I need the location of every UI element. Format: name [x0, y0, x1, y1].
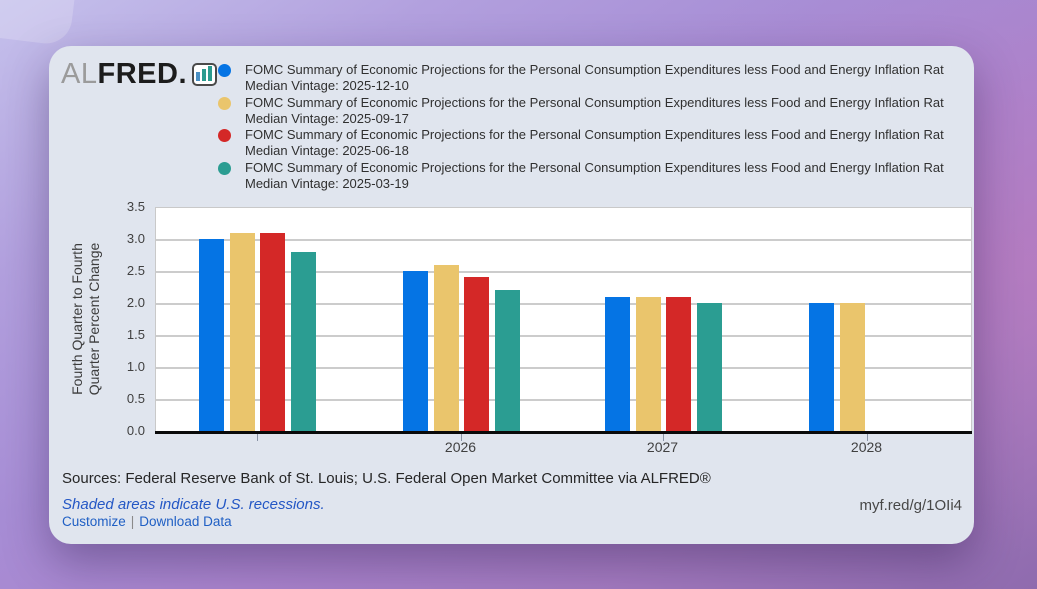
bar-2027-vintage-2025-09-17[interactable]: [635, 296, 661, 431]
y-tick-label-3.5: 3.5: [126, 199, 145, 214]
y-tick-label-0.0: 0.0: [126, 423, 145, 438]
bar-2027-vintage-2025-06-18[interactable]: [666, 296, 691, 431]
logo-dot: .: [178, 58, 187, 90]
bar-2026-vintage-2025-06-18[interactable]: [464, 277, 489, 431]
x-tick-mark-2025: [256, 434, 258, 441]
x-axis-line: [155, 431, 972, 434]
chart-legend: FOMC Summary of Economic Projections for…: [218, 62, 974, 192]
bar-2025-vintage-2025-12-10[interactable]: [199, 239, 224, 431]
recession-note: Shaded areas indicate U.S. recessions.: [62, 496, 325, 513]
download-data-link[interactable]: Download Data: [139, 514, 232, 529]
y-tick-label-2.0: 2.0: [126, 295, 145, 310]
legend-item-3: FOMC Summary of Economic Projections for…: [218, 160, 974, 193]
y-tick-label-1.5: 1.5: [126, 327, 145, 342]
y-tick-label-0.5: 0.5: [126, 391, 145, 406]
background-window-corner: [0, 0, 79, 47]
legend-bullet-icon: [218, 64, 231, 77]
bar-2028-vintage-2025-09-17[interactable]: [839, 303, 865, 431]
legend-item-1: FOMC Summary of Economic Projections for…: [218, 95, 974, 128]
bar-2027-vintage-2025-12-10[interactable]: [605, 296, 630, 431]
x-tick-mark-2026: [460, 434, 462, 441]
footer-links: Customize | Download Data: [57, 514, 237, 529]
legend-bullet-icon: [218, 96, 231, 110]
legend-series-vintage: Median Vintage: 2025-12-10: [245, 78, 409, 94]
gridline-2.0: [156, 303, 971, 305]
legend-series-title: FOMC Summary of Economic Projections for…: [245, 62, 944, 77]
gridline-1.5: [156, 335, 971, 337]
bar-2028-vintage-2025-12-10[interactable]: [809, 303, 834, 431]
fred-bar-chart-icon: [191, 63, 217, 86]
legend-series-vintage: Median Vintage: 2025-03-19: [245, 176, 409, 192]
x-tick-label-2028: 2028: [850, 439, 883, 455]
legend-bullet-icon: [218, 161, 231, 175]
x-tick-label-2026: 2026: [444, 439, 477, 455]
gridline-2.5: [156, 271, 971, 273]
y-tick-label-2.5: 2.5: [126, 263, 145, 278]
bar-2026-vintage-2025-03-19[interactable]: [494, 290, 520, 431]
logo-text-al: AL: [61, 58, 98, 90]
alfred-chart-card: AL FRED. FOMC Summary of Economic Project…: [49, 46, 974, 544]
legend-series-title: FOMC Summary of Economic Projections for…: [245, 94, 944, 110]
y-tick-label-1.0: 1.0: [126, 359, 145, 374]
link-separator: |: [130, 514, 135, 529]
legend-item-0: FOMC Summary of Economic Projections for…: [218, 62, 974, 95]
bar-2027-vintage-2025-03-19[interactable]: [696, 303, 722, 431]
x-tick-label-2027: 2027: [646, 439, 679, 455]
legend-item-2: FOMC Summary of Economic Projections for…: [218, 127, 974, 160]
plot-area: [155, 207, 972, 434]
bar-2025-vintage-2025-03-19[interactable]: [290, 251, 316, 431]
legend-series-vintage: Median Vintage: 2025-06-18: [245, 143, 409, 159]
bar-2026-vintage-2025-12-10[interactable]: [403, 271, 428, 431]
alfred-logo[interactable]: AL FRED.: [61, 58, 217, 91]
legend-series-vintage: Median Vintage: 2025-09-17: [245, 110, 409, 126]
bar-2026-vintage-2025-09-17[interactable]: [433, 264, 459, 431]
y-axis-title-line1: Fourth Quarter to Fourth: [69, 243, 85, 395]
x-tick-mark-2028: [866, 434, 868, 441]
legend-bullet-icon: [218, 129, 231, 143]
bar-2025-vintage-2025-06-18[interactable]: [260, 232, 285, 431]
logo-text-fred: FRED: [97, 58, 179, 90]
short-url-text: myf.red/g/1OIi4: [859, 497, 962, 514]
sources-text: Sources: Federal Reserve Bank of St. Lou…: [62, 470, 711, 487]
x-tick-mark-2027: [662, 434, 664, 441]
bar-2025-vintage-2025-09-17[interactable]: [229, 232, 255, 431]
gridline-1.0: [156, 367, 971, 369]
y-tick-label-3.0: 3.0: [126, 231, 145, 246]
customize-link[interactable]: Customize: [62, 514, 126, 529]
gridline-0.5: [156, 399, 971, 401]
legend-series-title: FOMC Summary of Economic Projections for…: [245, 127, 944, 143]
legend-series-title: FOMC Summary of Economic Projections for…: [245, 159, 944, 175]
gridline-3.0: [156, 239, 971, 241]
